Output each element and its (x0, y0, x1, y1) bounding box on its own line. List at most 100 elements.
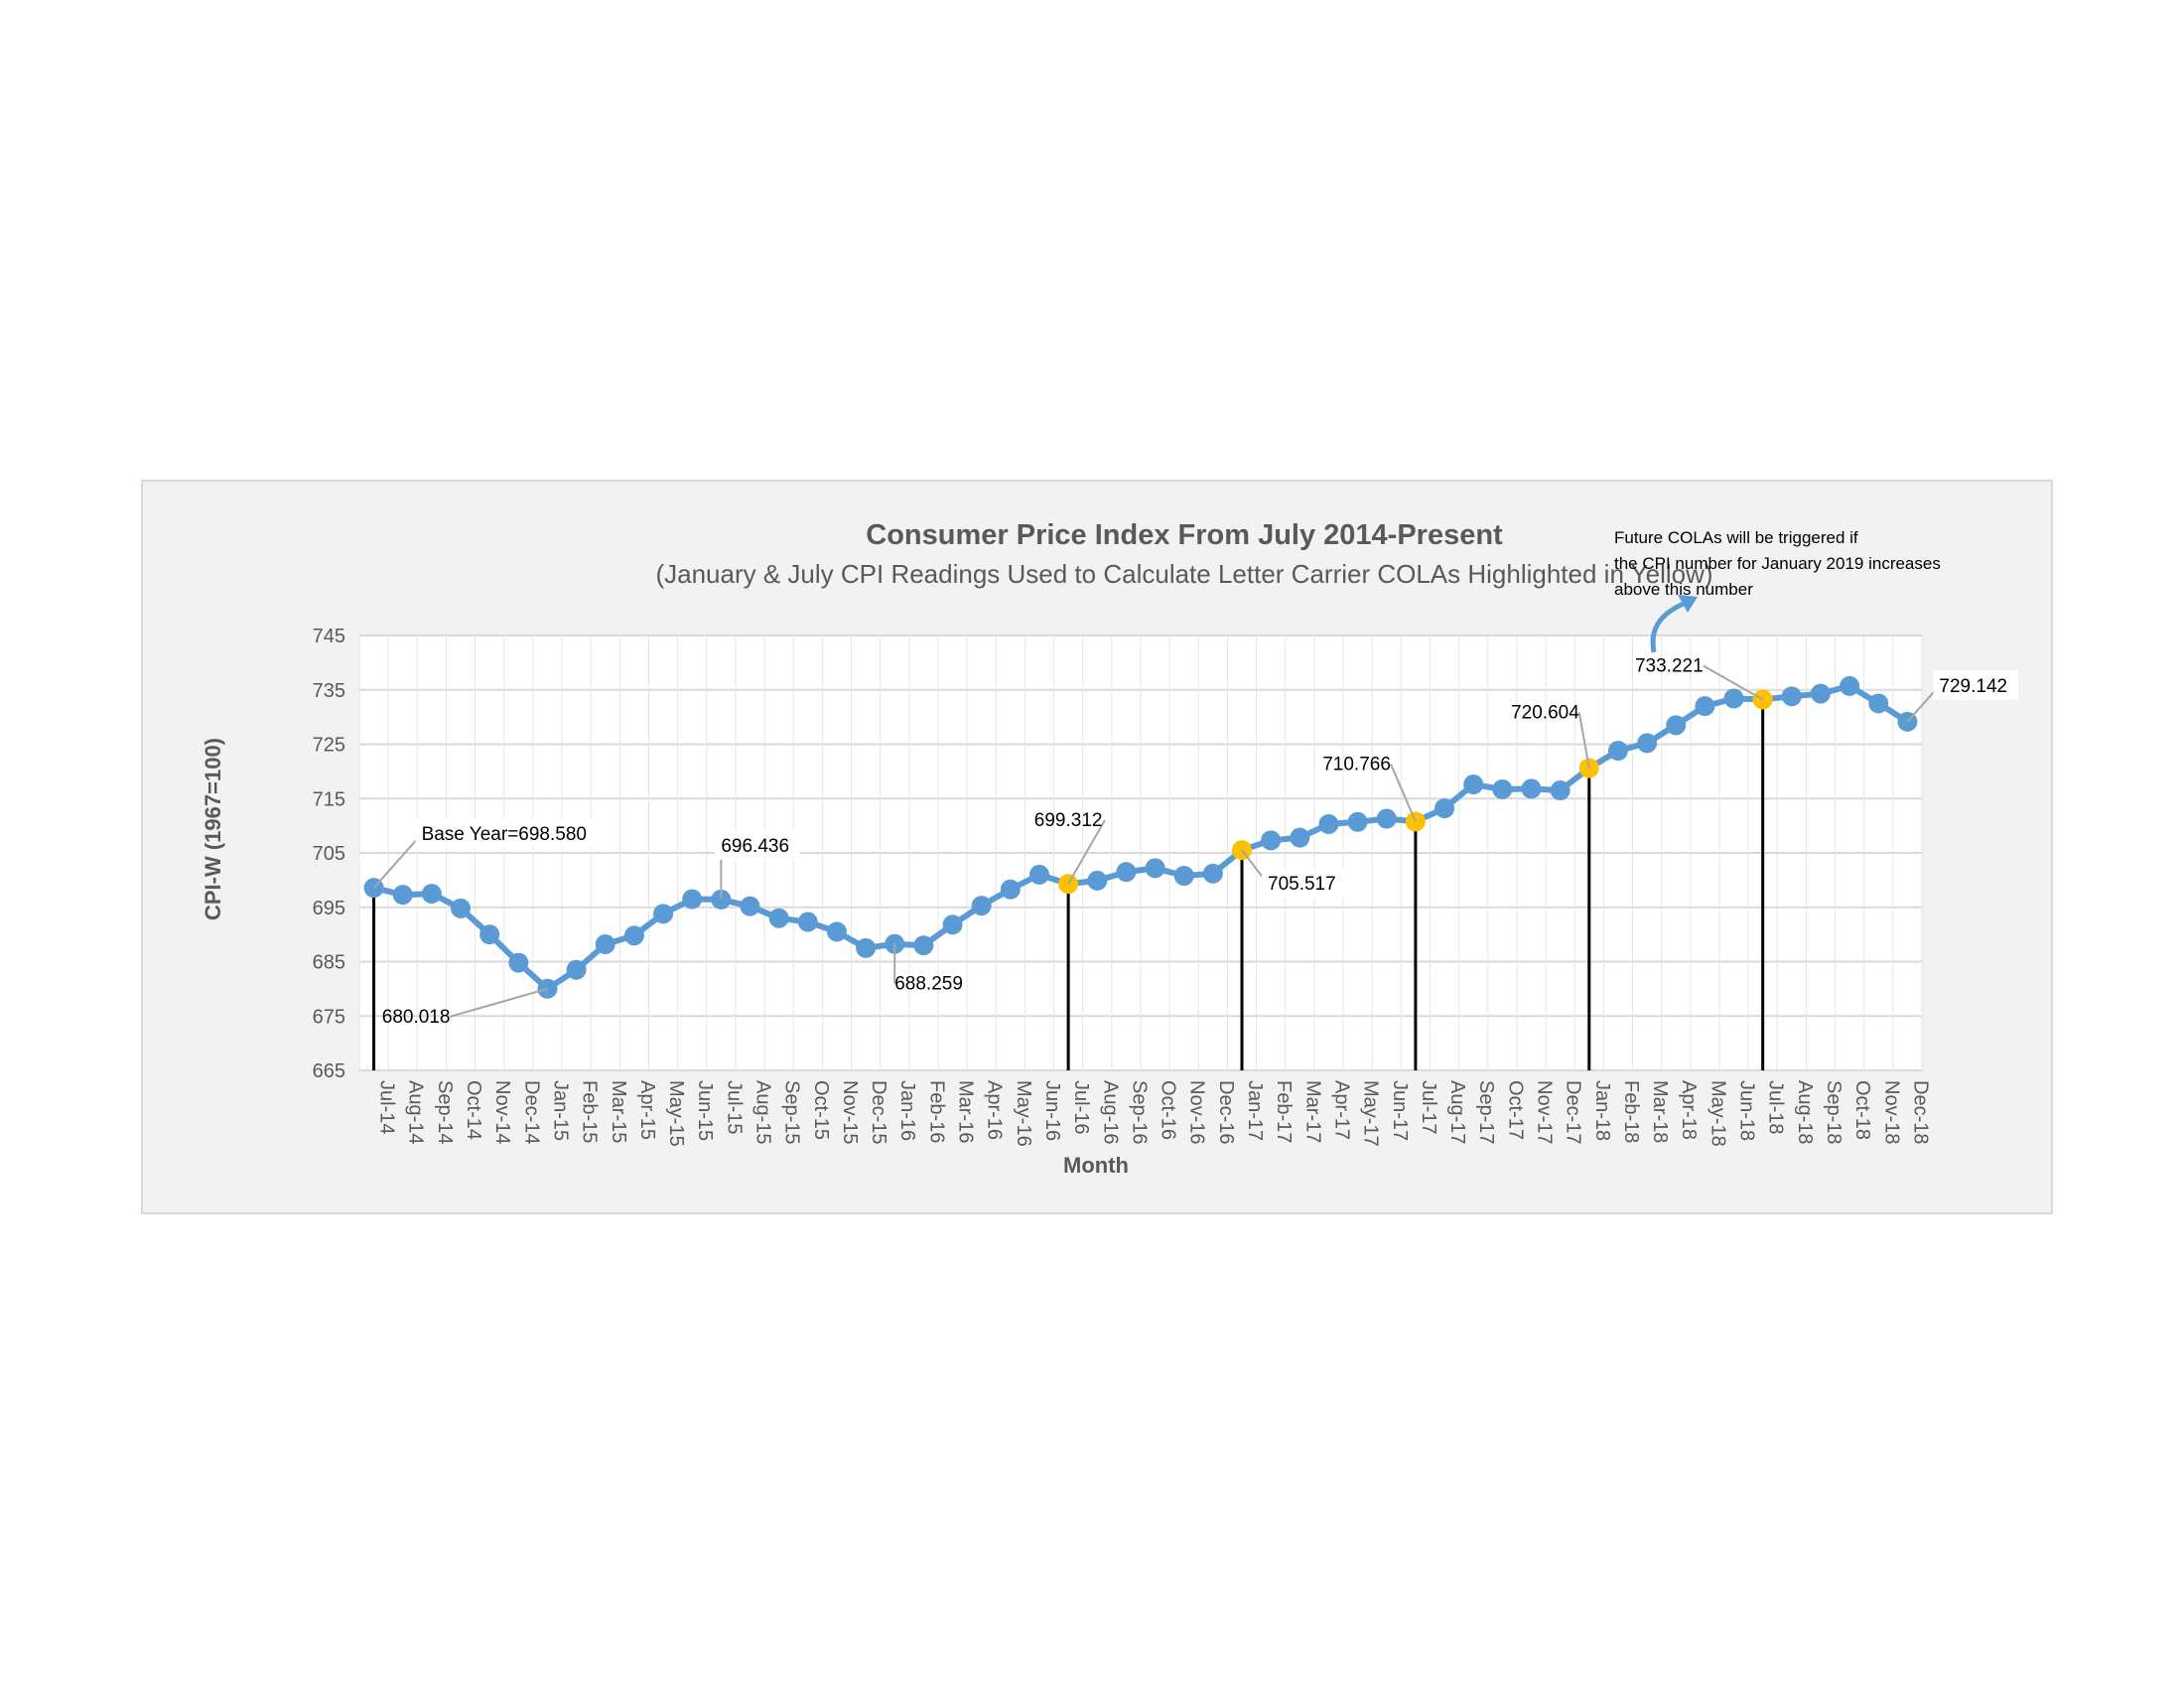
annotation-box (1262, 868, 1347, 899)
vertical-gridlines (358, 635, 1923, 1070)
annotation-label: 696.436 (721, 836, 789, 857)
x-tick-label: Sep-15 (781, 1080, 803, 1145)
x-tick-label: May-16 (1013, 1080, 1034, 1147)
data-point (1607, 741, 1628, 762)
y-tick-label: 685 (313, 952, 345, 974)
annotation-label: 680.018 (382, 1007, 451, 1028)
annotation-label: 733.221 (1635, 655, 1704, 676)
annotation-leader (1389, 764, 1417, 822)
data-point (711, 889, 732, 910)
data-point (392, 885, 413, 906)
value-annotations: Base Year=698.580 680.018 696.436 688.259 69… (372, 655, 2018, 1028)
y-tick-label: 715 (313, 788, 345, 810)
x-tick-label: Nov-17 (1534, 1080, 1556, 1144)
x-tick-label: Nov-16 (1186, 1080, 1208, 1144)
data-point (1463, 774, 1484, 795)
x-tick-label: Jun-18 (1736, 1080, 1758, 1141)
x-tick-label: Oct-17 (1504, 1080, 1526, 1140)
x-tick-label: Dec-17 (1563, 1080, 1584, 1144)
note-line-1: Future COLAs will be triggered if (1614, 528, 1858, 547)
data-point (856, 937, 877, 958)
chart-title: Consumer Price Index From July 2014-Pres… (866, 519, 1503, 551)
x-tick-label: Mar-16 (955, 1080, 977, 1143)
x-tick-label: Jul-14 (376, 1080, 398, 1134)
x-tick-label: Aug-17 (1446, 1080, 1468, 1145)
x-tick-label: Apr-15 (636, 1080, 658, 1140)
x-tick-label: Jul-17 (1418, 1080, 1439, 1134)
data-point (1521, 778, 1542, 799)
data-point (1666, 715, 1687, 736)
x-tick-label: Apr-16 (984, 1080, 1006, 1140)
data-point (1318, 813, 1339, 834)
data-point (1261, 830, 1282, 851)
annotation-leader (1067, 819, 1106, 885)
highlighted-cola-point (1578, 758, 1599, 778)
annotation-label: 688.259 (894, 974, 963, 995)
x-tick-label: Aug-15 (752, 1080, 774, 1145)
data-point (971, 896, 992, 916)
x-tick-label: Jan-18 (1591, 1080, 1613, 1141)
x-tick-label: Jun-16 (1041, 1080, 1063, 1141)
data-point (1145, 858, 1165, 879)
annotation-box (1933, 669, 2018, 700)
data-point (682, 889, 703, 910)
x-tick-labels: Jul-14 Aug-14 Sep-14 Oct-14 Nov-14 Dec-14 Jan-… (376, 1080, 1932, 1147)
x-tick-label: Oct-16 (1158, 1080, 1179, 1140)
data-point (1550, 780, 1570, 801)
x-tick-label: May-17 (1360, 1080, 1382, 1147)
x-tick-label: Nov-14 (491, 1080, 513, 1144)
x-tick-label: May-18 (1706, 1080, 1728, 1147)
x-tick-label: Feb-16 (925, 1080, 947, 1143)
data-point (740, 896, 760, 916)
note-line-3: above this number (1614, 580, 1753, 599)
annotation-box (415, 818, 606, 849)
annotation-label: 720.604 (1511, 703, 1579, 724)
data-point (1723, 688, 1744, 709)
x-tick-label: Jul-15 (723, 1080, 745, 1134)
data-point (1637, 733, 1658, 754)
data-point (1000, 879, 1021, 900)
data-point (1087, 870, 1108, 891)
data-point (1781, 686, 1802, 707)
x-tick-label: Feb-17 (1273, 1080, 1295, 1143)
data-point (1695, 696, 1715, 717)
y-tick-label: 665 (313, 1060, 345, 1082)
x-tick-label: Nov-15 (839, 1080, 861, 1144)
data-point (421, 884, 442, 905)
x-tick-label: Jan-16 (896, 1080, 918, 1141)
x-tick-label: Aug-14 (405, 1080, 427, 1145)
data-point (1290, 827, 1310, 848)
x-tick-label: Oct-14 (463, 1080, 484, 1140)
x-tick-label: Sep-18 (1823, 1080, 1844, 1145)
data-point (1116, 862, 1137, 883)
data-point (623, 925, 644, 946)
annotation-label: 710.766 (1322, 754, 1391, 774)
data-point (566, 959, 587, 980)
data-point (1434, 798, 1455, 819)
x-tick-label: Jan-15 (549, 1080, 571, 1141)
data-point (942, 914, 963, 935)
x-tick-label: Sep-17 (1475, 1080, 1497, 1145)
note-line-2: the CPI number for January 2019 increase… (1614, 554, 1941, 573)
x-tick-label: Sep-16 (1128, 1080, 1150, 1145)
y-tick-label: 695 (313, 898, 345, 919)
chart-subtitle: (January & July CPI Readings Used to Cal… (655, 559, 1712, 589)
x-tick-label: Jul-18 (1765, 1080, 1787, 1134)
data-point (913, 935, 934, 956)
cola-droplines (372, 699, 1765, 1070)
data-point (768, 908, 789, 928)
data-point (595, 933, 615, 954)
annotation-box (715, 829, 800, 860)
x-tick-label: Sep-14 (434, 1080, 456, 1145)
x-tick-label: Jul-16 (1070, 1080, 1092, 1134)
data-point (1868, 693, 1889, 714)
data-point (1202, 863, 1223, 884)
annotation-label: Base Year=698.580 (422, 824, 587, 845)
y-tick-label: 735 (313, 680, 345, 702)
y-tick-label: 675 (313, 1006, 345, 1028)
data-point (1810, 683, 1831, 704)
x-tick-label: Feb-15 (579, 1080, 601, 1143)
data-point (1347, 811, 1368, 832)
data-point (1376, 808, 1397, 829)
data-point (451, 898, 472, 918)
